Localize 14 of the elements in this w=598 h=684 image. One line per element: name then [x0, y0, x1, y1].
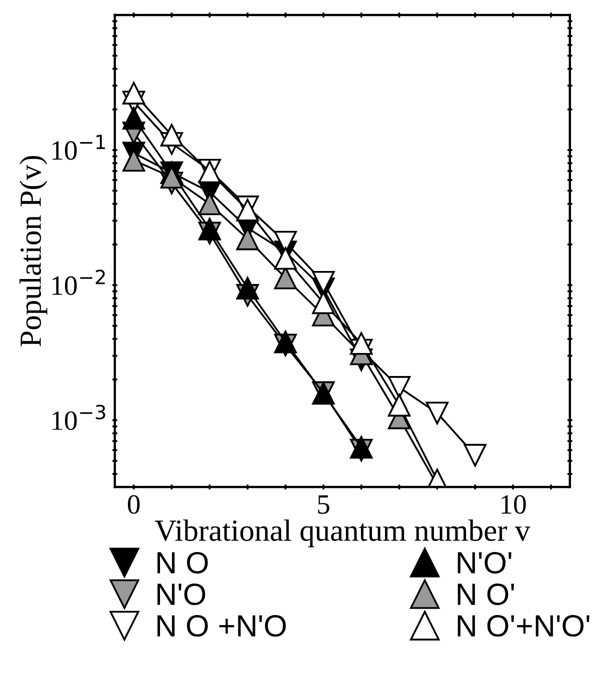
- legend-label: N O: [157, 552, 208, 574]
- legend-label: N O': [458, 583, 514, 606]
- legend-label: N'O': [458, 552, 512, 574]
- legend-label: N O'+N'O': [458, 615, 590, 637]
- legend-label: N O +N'O: [157, 615, 286, 637]
- x-axis-title: Vibrational quantum number v: [154, 519, 530, 548]
- x-tick-label: 5: [318, 495, 330, 514]
- x-tick-label: 0: [128, 495, 140, 514]
- legend-label: N'O: [157, 583, 206, 606]
- x-tick-label: 10: [502, 495, 526, 514]
- y-tick-label: 10$^{−1}$: [52, 134, 105, 160]
- y-axis-title: Population P(v): [20, 156, 48, 346]
- y-tick-label: 10$^{−3}$: [52, 404, 106, 430]
- y-tick-label: 10$^{−2}$: [52, 270, 105, 296]
